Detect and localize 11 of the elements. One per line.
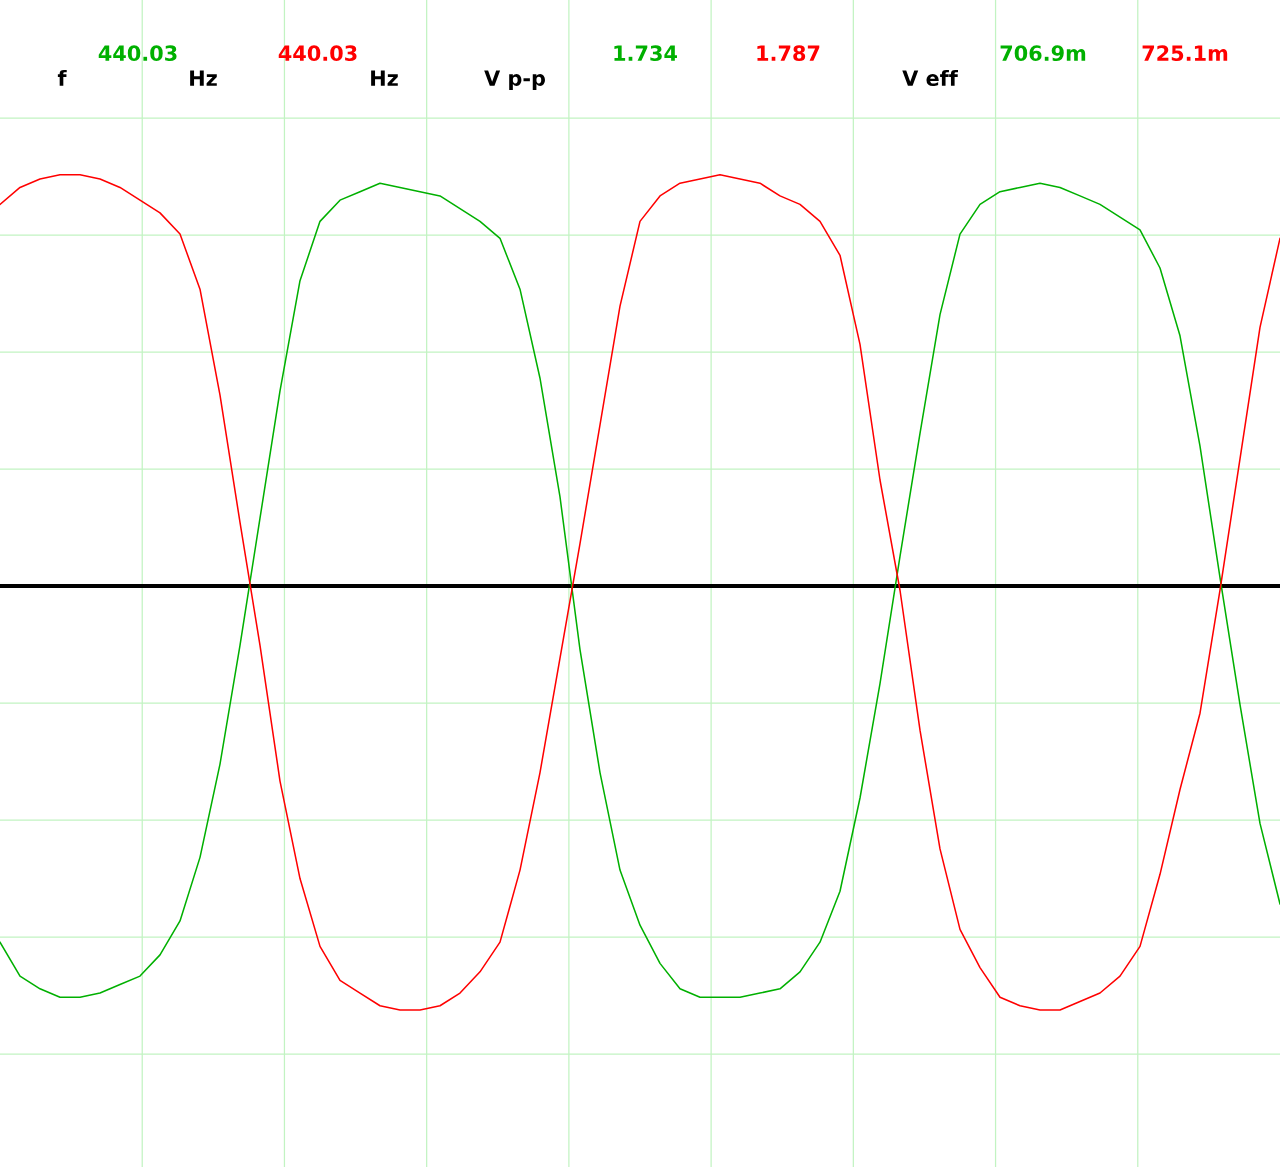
text: V p-p [484,70,545,91]
text: Hz [371,70,398,86]
text: 1.787 [757,45,820,62]
text: f [57,69,67,86]
text: 440.03 [278,45,357,62]
text: 706.9m [1000,45,1086,62]
text: Hz [190,70,217,86]
text: 725.1m [1142,45,1228,62]
text: 1.734 [614,45,677,62]
text: V eff [902,69,958,87]
text: 440.03 [98,45,177,62]
